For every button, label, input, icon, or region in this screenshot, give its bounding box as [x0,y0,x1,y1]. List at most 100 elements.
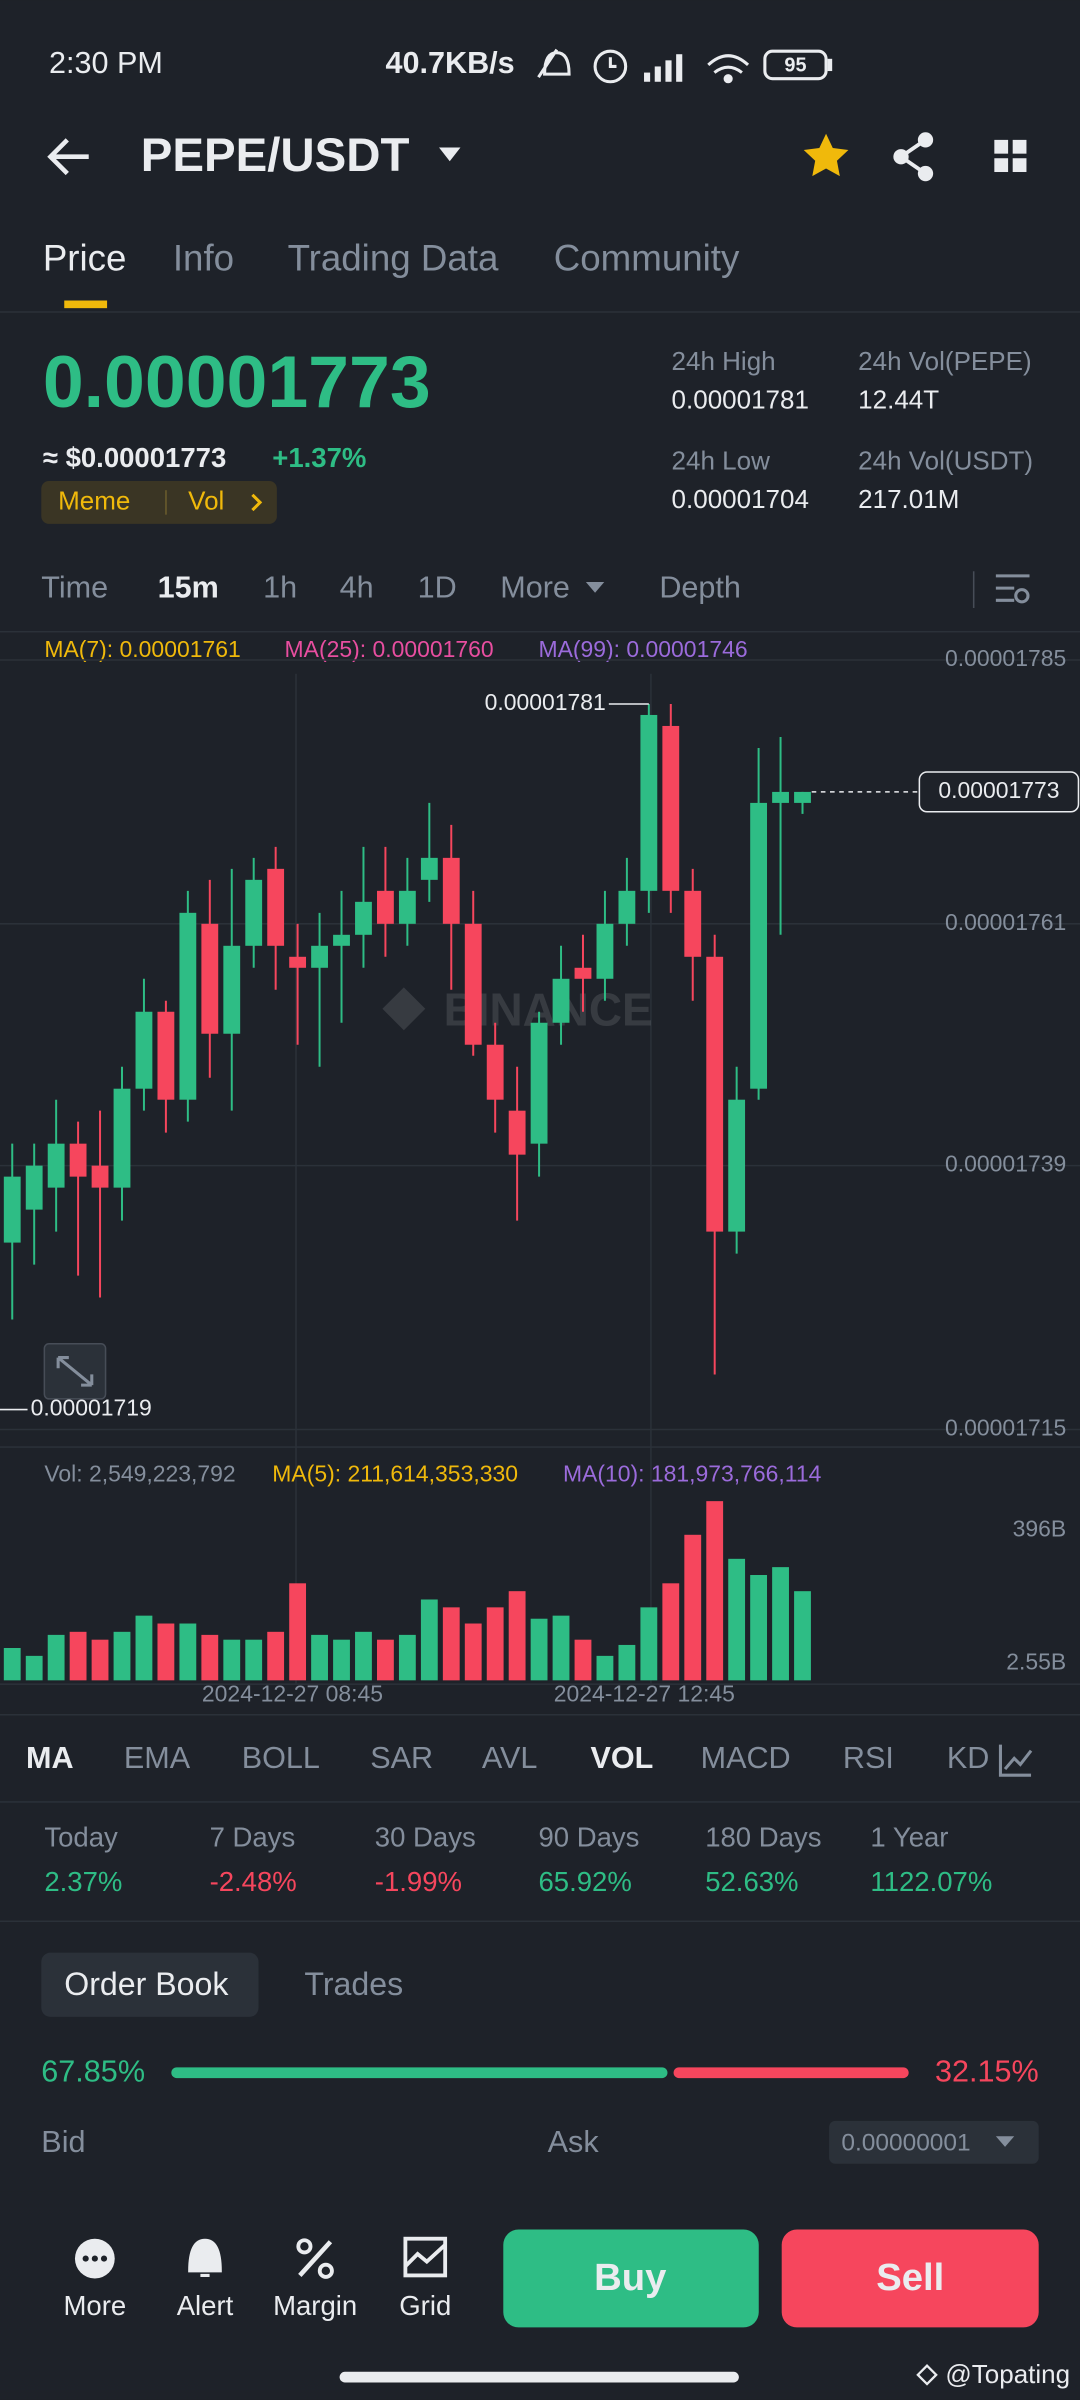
stat-value: 0.00001781 [672,384,809,414]
interval[interactable]: Depth [659,571,741,605]
signal-icon [644,54,683,82]
volume-bar [113,1631,131,1681]
indicator[interactable]: SAR [370,1741,433,1775]
pair-dropdown[interactable] [439,147,461,162]
tab[interactable]: Trading Data [288,237,499,278]
pair-title[interactable]: PEPE/USDT [141,129,410,182]
stat-value: 12.44T [858,384,939,414]
current-price-box [918,771,1080,813]
candle-body [355,901,372,935]
candle-body [530,1022,548,1144]
candle-body [157,1011,175,1100]
interval[interactable]: More [500,571,570,605]
nav-icon[interactable] [188,2238,222,2277]
candle-body [772,791,789,803]
indicator[interactable]: BOLL [242,1741,320,1775]
volume-bar [223,1639,241,1681]
candle-body [750,802,768,1089]
tab[interactable]: Info [173,237,234,278]
volume-bar [442,1607,460,1681]
divider [0,1713,1080,1716]
tab-indicator [64,300,108,309]
volume-bar [684,1534,702,1681]
indicator[interactable]: MACD [701,1741,791,1775]
volume-bar [245,1639,263,1681]
buy-button[interactable] [503,2229,759,2328]
indicator[interactable]: VOL [590,1741,653,1775]
nav-label[interactable]: Margin [273,2290,357,2321]
nav-label[interactable]: More [63,2290,126,2321]
ma-label: MA(99): 0.00001746 [538,636,747,662]
candle-body [113,1088,131,1188]
candle-body [662,725,680,891]
nav-label[interactable]: Alert [177,2290,234,2321]
ob-tab[interactable]: Order Book [64,1966,229,2002]
divider [0,1446,1080,1448]
tag-box[interactable] [41,481,277,524]
bid-header: Bid [41,2125,85,2159]
volume-bar [596,1655,614,1681]
grid-menu[interactable] [994,139,1027,173]
indicator[interactable]: AVL [482,1741,538,1775]
share-button[interactable] [893,132,934,182]
ob-tab[interactable]: Trades [304,1966,403,2002]
precision[interactable]: 0.00000001 [841,2129,970,2156]
price-change: +1.37% [272,442,366,473]
period-change: -2.48% [210,1866,297,1897]
bid-ratio: 67.85% [41,2055,145,2089]
precision-box[interactable] [829,2120,1039,2164]
tab[interactable]: Community [554,237,740,278]
ask-header: Ask [548,2125,600,2159]
high-marker: 0.00001781 [485,689,606,715]
nav-label[interactable]: Grid [399,2290,451,2321]
period-label: Today [44,1822,118,1853]
sell-button[interactable] [781,2229,1039,2328]
indicator[interactable]: EMA [124,1741,191,1775]
stat-label: 24h High [672,346,776,376]
volume-bar [794,1591,811,1681]
interval[interactable]: Time [41,571,108,605]
interval[interactable]: 15m [158,571,219,605]
interval[interactable]: 1D [418,571,457,605]
volume-bar [640,1607,658,1681]
vol-tick-label: 396B [1013,1515,1067,1541]
indicator[interactable]: KD [947,1741,989,1775]
candle-body [574,967,592,979]
home-indicator [339,2371,739,2383]
tag[interactable]: Meme [58,485,130,515]
sell-label[interactable]: Sell [876,2256,944,2299]
volume-bar [552,1615,570,1681]
period-change: 52.63% [705,1866,798,1897]
volume-bar [333,1639,350,1681]
candle-body [245,879,263,946]
favorite-star[interactable] [803,133,849,177]
volume-bar [377,1639,394,1681]
candle-body [640,714,658,891]
nav-icon[interactable] [298,2240,333,2277]
volume-bar [3,1647,21,1681]
indicator-settings[interactable] [998,1744,1033,1777]
period-change: 1122.07% [870,1866,992,1897]
nav-icon[interactable] [403,2236,448,2278]
interval[interactable]: 1h [263,571,297,605]
y-tick-label: 0.00001715 [945,1415,1066,1441]
more-caret [585,581,605,593]
indicator[interactable]: RSI [843,1741,894,1775]
v-grid [295,673,297,1684]
divider [0,1801,1080,1803]
interval[interactable]: 4h [340,571,374,605]
expand-icon [56,1356,94,1387]
stat-label: 24h Low [672,446,771,476]
back-button[interactable] [47,138,89,176]
date-label: 2024-12-27 08:45 [202,1681,383,1707]
indicator[interactable]: MA [26,1741,74,1775]
buy-label[interactable]: Buy [594,2256,667,2299]
tab[interactable]: Price [43,237,127,278]
tag[interactable]: Vol [188,485,224,515]
vol-label: MA(10): 181,973,766,114 [563,1460,822,1486]
chart-settings[interactable] [995,574,1030,604]
volume-bar [486,1607,504,1681]
v-grid [650,673,652,1684]
